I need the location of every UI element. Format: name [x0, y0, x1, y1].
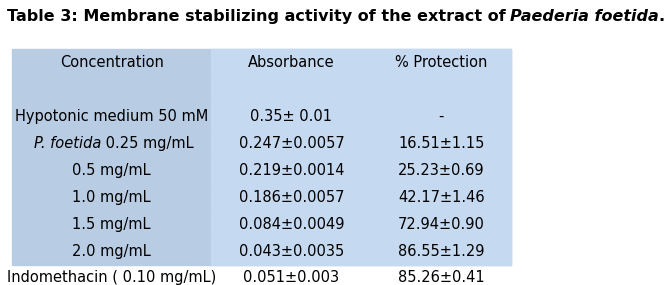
FancyBboxPatch shape — [212, 157, 511, 184]
Text: 72.94±0.90: 72.94±0.90 — [398, 217, 485, 232]
FancyBboxPatch shape — [212, 238, 511, 264]
Text: 2.0 mg/mL: 2.0 mg/mL — [72, 244, 151, 258]
Text: Concentration: Concentration — [60, 55, 164, 70]
Text: P. foetida: P. foetida — [34, 136, 101, 151]
Text: 0.084±0.0049: 0.084±0.0049 — [238, 217, 344, 232]
Text: 1.5 mg/mL: 1.5 mg/mL — [73, 217, 151, 232]
Text: % Protection: % Protection — [395, 55, 488, 70]
Text: 25.23±0.69: 25.23±0.69 — [398, 163, 485, 178]
Text: Indomethacin ( 0.10 mg/mL): Indomethacin ( 0.10 mg/mL) — [7, 270, 216, 285]
Text: 42.17±1.46: 42.17±1.46 — [398, 190, 485, 205]
Text: 1.0 mg/mL: 1.0 mg/mL — [73, 190, 151, 205]
Text: Table 3: Membrane stabilizing activity of the extract of: Table 3: Membrane stabilizing activity o… — [7, 9, 511, 24]
FancyBboxPatch shape — [12, 49, 511, 264]
Text: 0.35± 0.01: 0.35± 0.01 — [250, 109, 332, 124]
Text: Paederia foetida: Paederia foetida — [509, 9, 659, 24]
FancyBboxPatch shape — [212, 103, 511, 130]
Text: 0.043±0.0035: 0.043±0.0035 — [239, 244, 344, 258]
FancyBboxPatch shape — [212, 211, 511, 238]
Text: 0.247±0.0057: 0.247±0.0057 — [238, 136, 344, 151]
Text: 0.25 mg/mL: 0.25 mg/mL — [101, 136, 194, 151]
FancyBboxPatch shape — [212, 130, 511, 157]
Text: 0.5 mg/mL: 0.5 mg/mL — [73, 163, 151, 178]
Text: 16.51±1.15: 16.51±1.15 — [398, 136, 484, 151]
Text: Absorbance: Absorbance — [248, 55, 335, 70]
Text: 0.186±0.0057: 0.186±0.0057 — [238, 190, 344, 205]
Text: .: . — [658, 9, 664, 24]
FancyBboxPatch shape — [212, 184, 511, 211]
Text: 0.219±0.0014: 0.219±0.0014 — [238, 163, 344, 178]
Text: 86.55±1.29: 86.55±1.29 — [398, 244, 485, 258]
Text: 0.051±0.003: 0.051±0.003 — [243, 270, 340, 285]
FancyBboxPatch shape — [212, 49, 511, 76]
Text: 85.26±0.41: 85.26±0.41 — [398, 270, 485, 285]
Text: -: - — [439, 109, 444, 124]
FancyBboxPatch shape — [212, 76, 511, 103]
Text: Hypotonic medium 50 mM: Hypotonic medium 50 mM — [15, 109, 208, 124]
